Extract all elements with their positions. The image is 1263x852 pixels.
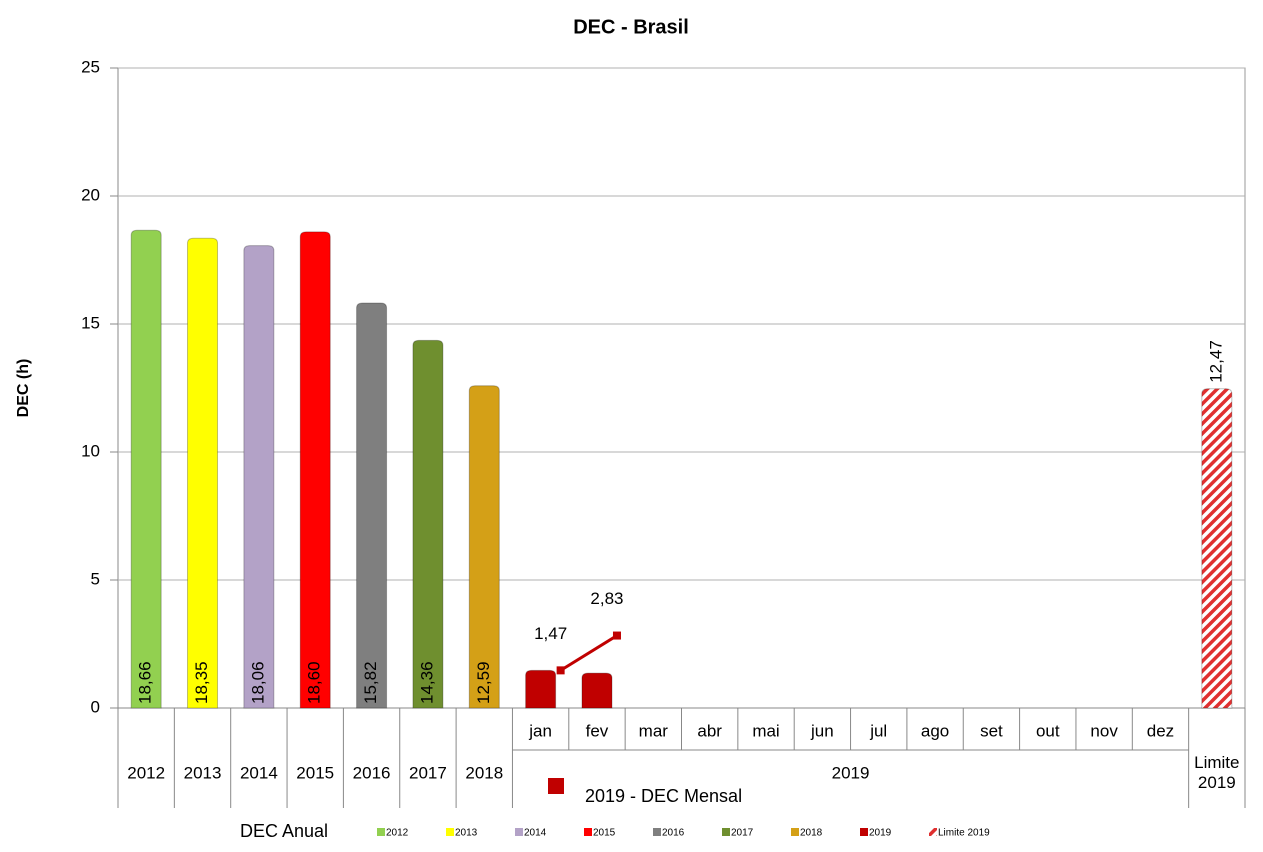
y-tick-label: 25 (81, 57, 100, 76)
legend-title: DEC Anual (240, 821, 328, 841)
group-label: 2017 (409, 763, 447, 782)
value-label: 15,82 (361, 661, 380, 704)
value-label: 2,83 (590, 589, 623, 608)
x-tick-label: jul (869, 721, 887, 740)
value-label: 1,47 (534, 624, 567, 643)
x-tick-label: set (980, 721, 1003, 740)
y-tick-label: 5 (91, 569, 100, 588)
legend-swatch (377, 828, 385, 836)
bar (130, 229, 162, 709)
value-label: 12,47 (1206, 340, 1225, 383)
group-label: 2014 (240, 763, 278, 782)
legend-swatch (584, 828, 592, 836)
bar (581, 672, 613, 709)
value-label: 12,59 (474, 661, 493, 704)
legend-swatch (653, 828, 661, 836)
legend-label: Limite 2019 (938, 828, 990, 839)
value-label: 18,66 (136, 661, 155, 704)
legend-label: 2013 (455, 828, 478, 839)
bar (1201, 388, 1233, 709)
x-tick-label: dez (1147, 721, 1174, 740)
x-tick-label: jan (528, 721, 552, 740)
x-tick-label: abr (697, 721, 722, 740)
legend-swatch (929, 828, 937, 836)
line-marker (556, 666, 565, 675)
value-label: 14,36 (417, 661, 436, 704)
group-label: 2013 (184, 763, 222, 782)
group-label: 2016 (353, 763, 391, 782)
legend-label: 2015 (593, 828, 616, 839)
legend-swatch (722, 828, 730, 836)
group-label: 2012 (127, 763, 165, 782)
x-tick-label: mai (752, 721, 779, 740)
legend-swatch (860, 828, 868, 836)
group-label: 2019 (832, 763, 870, 782)
line-marker (612, 631, 621, 640)
x-tick-label: ago (921, 721, 949, 740)
legend-swatch (446, 828, 454, 836)
legend-label: 2016 (662, 828, 685, 839)
group-label: Limite 2019 (1194, 753, 1239, 792)
legend-swatch (515, 828, 523, 836)
legend-label: 2019 - DEC Mensal (585, 786, 742, 806)
y-axis-label: DEC (h) (15, 359, 32, 418)
group-label: 2018 (465, 763, 503, 782)
y-tick-label: 0 (91, 697, 100, 716)
y-tick-label: 20 (81, 185, 100, 204)
legend-label: 2014 (524, 828, 547, 839)
legend-swatch (548, 778, 564, 794)
plot-area (117, 67, 1246, 709)
chart-title: DEC - Brasil (573, 16, 689, 38)
bar (525, 669, 557, 709)
bar (243, 245, 275, 709)
x-tick-label: nov (1090, 721, 1118, 740)
group-label-line: Limite (1194, 753, 1239, 772)
legend-swatch (791, 828, 799, 836)
bar (468, 385, 500, 709)
bar (412, 339, 444, 709)
legend-label: 2017 (731, 828, 754, 839)
x-tick-label: out (1036, 721, 1060, 740)
bar (187, 237, 219, 709)
x-tick-label: mar (639, 721, 669, 740)
bar (299, 231, 331, 709)
value-label: 18,60 (305, 661, 324, 704)
value-label: 18,35 (192, 661, 211, 704)
group-label-line: 2019 (1198, 773, 1236, 792)
line (559, 634, 618, 672)
legend-label: 2012 (386, 828, 409, 839)
group-label: 2015 (296, 763, 334, 782)
y-tick-label: 10 (81, 441, 100, 460)
legend-label: 2018 (800, 828, 823, 839)
x-tick-label: fev (586, 721, 609, 740)
legend-label: 2019 (869, 828, 892, 839)
y-tick-label: 15 (81, 313, 100, 332)
value-label: 18,06 (248, 661, 267, 704)
bar (356, 302, 388, 709)
x-tick-label: jun (810, 721, 834, 740)
